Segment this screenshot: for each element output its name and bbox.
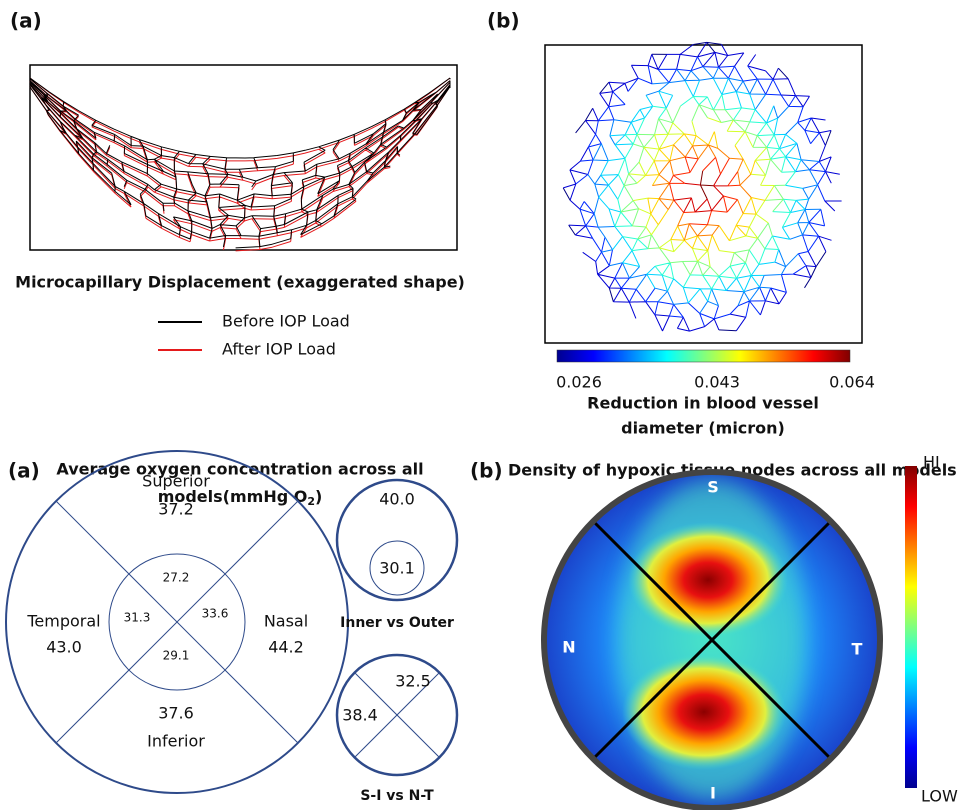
region-value: 37.6 — [158, 704, 194, 723]
heatmap-border — [541, 469, 883, 810]
frame — [544, 44, 863, 344]
mesh-edges — [628, 117, 775, 267]
region-name: Inferior — [147, 732, 205, 751]
outer-ring — [5, 450, 349, 794]
inner-ring — [108, 553, 246, 691]
panel-label: (b) — [487, 9, 520, 33]
hotspot — [628, 522, 788, 638]
mesh-edges — [652, 144, 752, 241]
colorbar-title: diameter (micron) — [621, 419, 785, 438]
region-value: 43.0 — [46, 638, 82, 657]
region-name: Nasal — [264, 612, 308, 631]
panel-title: models(mmHg O2) — [158, 487, 323, 509]
mesh-edges — [562, 41, 832, 332]
colorbar-tick: 0.043 — [694, 373, 740, 392]
direction-label: T — [852, 640, 863, 659]
mesh-edges — [645, 131, 766, 251]
colorbar-tick: 0.064 — [829, 373, 875, 392]
mesh-edges — [673, 173, 728, 213]
mesh-edges — [614, 94, 797, 290]
region-value: 37.2 — [158, 500, 194, 519]
outer-ring — [335, 653, 459, 777]
divider — [55, 500, 299, 744]
panel-label: (a) — [10, 9, 42, 33]
region-name: Temporal — [26, 612, 100, 631]
panel-title: Average oxygen concentration across all — [56, 460, 423, 479]
direction-label: S — [707, 478, 719, 497]
divider — [592, 520, 832, 760]
panel-title: Density of hypoxic tissue nodes across a… — [508, 461, 957, 480]
direction-label: I — [710, 784, 716, 803]
panel-label: (a) — [8, 459, 40, 483]
caption: S-I vs N-T — [360, 788, 434, 804]
mesh-edges — [598, 77, 809, 304]
region-value: 30.1 — [379, 559, 415, 578]
divider — [354, 672, 440, 758]
region-value: 44.2 — [268, 638, 304, 657]
legend-label: After IOP Load — [222, 340, 336, 359]
caption: Inner vs Outer — [340, 615, 454, 631]
region-value: 29.1 — [163, 649, 190, 663]
panel-label: (b) — [470, 459, 503, 483]
colorbar-label: HI — [923, 453, 940, 472]
inner-ring — [369, 540, 425, 596]
legend-label: Before IOP Load — [222, 312, 350, 331]
direction-label: N — [562, 638, 575, 657]
sector-diagram — [5, 450, 459, 794]
mesh-edges — [575, 56, 826, 327]
mesh — [562, 41, 842, 332]
region-value: 40.0 — [379, 490, 415, 509]
outer-ring — [335, 478, 459, 602]
colorbar-tick: 0.026 — [556, 373, 602, 392]
caption: Microcapillary Displacement (exaggerated… — [15, 273, 465, 292]
mesh-edges — [620, 104, 786, 277]
colorbar-title: Reduction in blood vessel — [587, 394, 819, 413]
mesh-edges — [563, 42, 842, 332]
colorbar — [905, 466, 917, 788]
mesh — [29, 77, 451, 252]
region-value: 31.3 — [124, 611, 151, 625]
region-value: 32.5 — [395, 672, 431, 691]
mesh-edges — [587, 66, 821, 314]
colorbar-label: LOW — [921, 787, 958, 806]
mesh-edges — [29, 77, 451, 249]
region-value: 27.2 — [163, 571, 190, 585]
region-name: Superior — [142, 472, 210, 491]
region-value: 38.4 — [342, 706, 378, 725]
region-value: 33.6 — [202, 607, 229, 621]
hotspot — [622, 654, 786, 770]
heatmap — [546, 474, 878, 806]
mesh-edges — [699, 170, 714, 200]
colorbar — [556, 349, 851, 363]
mesh-edges — [669, 156, 741, 226]
